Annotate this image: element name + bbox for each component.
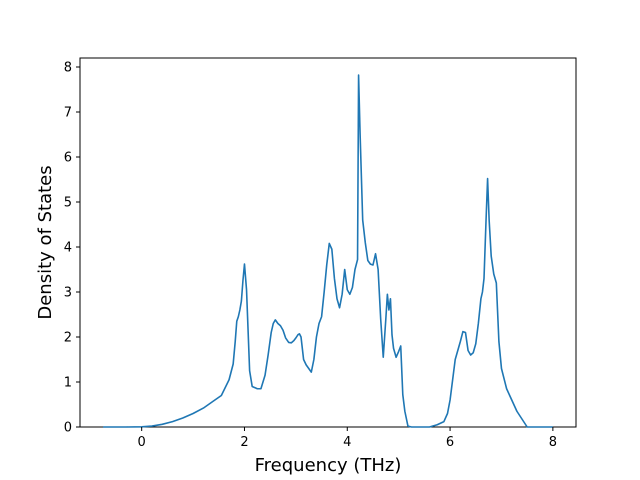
y-tick-label: 1	[64, 376, 72, 391]
plot-frame	[79, 57, 577, 428]
y-tick-label: 2	[64, 331, 72, 346]
y-tick-label: 8	[64, 61, 72, 76]
x-tick-label: 2	[240, 435, 248, 450]
y-tick-label: 4	[64, 241, 72, 256]
y-tick-label: 5	[64, 196, 72, 211]
dos-curve	[103, 74, 553, 428]
y-tick-label: 0	[64, 421, 72, 436]
x-tick-label: 6	[446, 435, 454, 450]
x-axis-label: Frequency (THz)	[255, 455, 402, 476]
y-tick-label: 7	[64, 106, 72, 121]
x-tick-label: 8	[549, 435, 557, 450]
x-tick-label: 0	[138, 435, 146, 450]
plot-area	[79, 57, 577, 428]
y-tick-label: 3	[64, 286, 72, 301]
y-tick-label: 6	[64, 151, 72, 166]
x-tick-label: 4	[343, 435, 351, 450]
x-axis-ticks: 0 2 4 6 8	[138, 427, 557, 450]
y-axis-label: Density of States	[35, 165, 56, 319]
y-axis-ticks: 0 1 2 3 4 5 6 7 8	[64, 61, 80, 436]
